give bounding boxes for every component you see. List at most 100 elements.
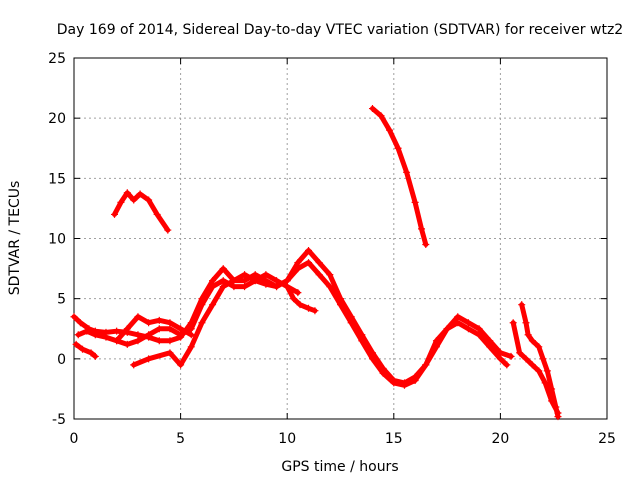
data-point	[305, 304, 313, 312]
data-point	[403, 168, 411, 176]
data-point	[548, 397, 556, 405]
data-point	[130, 361, 138, 369]
data-point	[145, 331, 153, 339]
data-point	[198, 301, 206, 309]
data-point	[187, 343, 195, 351]
series-band	[519, 302, 561, 420]
data-point	[454, 313, 462, 321]
data-point	[443, 325, 451, 333]
data-point	[273, 283, 281, 291]
data-point	[475, 325, 483, 333]
data-point	[155, 316, 163, 324]
data-series	[70, 105, 562, 421]
data-point	[70, 313, 78, 321]
data-point	[134, 337, 142, 345]
data-point	[522, 319, 530, 327]
data-point	[554, 409, 562, 417]
data-point	[337, 301, 344, 309]
chart-title: Day 169 of 2014, Sidereal Day-to-day VTE…	[57, 22, 623, 38]
series-arc-6	[111, 189, 172, 234]
data-point	[136, 190, 144, 198]
data-point	[386, 126, 394, 134]
series-arc-5	[130, 271, 302, 369]
data-point	[155, 337, 163, 345]
data-point	[315, 271, 323, 279]
x-tick-label: 0	[70, 431, 79, 447]
y-axis-label: SDTVAR / TECUs	[7, 181, 23, 296]
series-arc-8	[283, 283, 319, 315]
x-tick-label: 5	[176, 431, 185, 447]
data-point	[130, 196, 138, 204]
data-point	[219, 265, 227, 273]
data-point	[198, 319, 206, 327]
data-point	[241, 283, 249, 291]
data-point	[76, 319, 84, 327]
data-point	[516, 349, 524, 357]
data-point	[113, 337, 121, 345]
data-point	[422, 361, 430, 369]
data-point	[496, 355, 504, 363]
x-tick-label: 10	[278, 431, 296, 447]
series-band	[73, 341, 98, 359]
data-point	[400, 381, 408, 389]
data-point	[475, 331, 483, 339]
data-point	[509, 319, 517, 327]
x-tick-label: 15	[385, 431, 403, 447]
data-point	[177, 325, 185, 333]
series-arc-3	[72, 340, 99, 360]
data-point	[535, 343, 543, 351]
data-point	[166, 319, 174, 327]
data-point	[283, 277, 291, 285]
data-point	[123, 340, 131, 348]
data-point	[83, 327, 91, 335]
series-arc-4	[113, 313, 195, 345]
data-point	[166, 349, 174, 357]
data-point	[418, 225, 426, 233]
series-band	[112, 190, 171, 233]
data-point	[539, 355, 547, 363]
data-point	[117, 198, 125, 206]
data-point	[155, 325, 163, 333]
data-point	[507, 352, 515, 360]
data-point	[358, 337, 366, 345]
data-point	[113, 327, 121, 335]
x-tick-label: 20	[491, 431, 509, 447]
data-point	[326, 271, 334, 279]
data-point	[145, 319, 153, 327]
data-point	[219, 283, 227, 291]
data-point	[74, 331, 82, 339]
data-point	[290, 295, 298, 303]
data-point	[379, 369, 387, 377]
grid-lines	[74, 58, 607, 419]
data-point	[294, 259, 302, 267]
data-point	[311, 307, 319, 315]
data-point	[464, 325, 472, 333]
y-tick-label: 15	[48, 171, 66, 187]
data-point	[262, 280, 270, 288]
data-point	[305, 247, 313, 255]
data-point	[241, 277, 249, 285]
y-tick-label: 5	[57, 292, 66, 308]
data-point	[422, 241, 430, 249]
data-point	[377, 112, 385, 120]
data-point	[123, 325, 131, 333]
data-point	[518, 301, 526, 309]
data-point	[486, 343, 494, 351]
data-point	[134, 313, 142, 321]
data-point	[294, 289, 302, 297]
data-point	[164, 226, 172, 234]
series-band	[75, 260, 510, 388]
data-point	[368, 105, 376, 113]
data-point	[209, 277, 217, 285]
data-point	[72, 340, 80, 348]
data-point	[79, 345, 87, 353]
data-point	[524, 331, 532, 339]
data-point	[91, 331, 99, 339]
data-point	[535, 367, 543, 375]
data-point	[153, 210, 161, 218]
data-point	[219, 277, 227, 285]
data-point	[503, 361, 511, 369]
data-point	[209, 301, 217, 309]
